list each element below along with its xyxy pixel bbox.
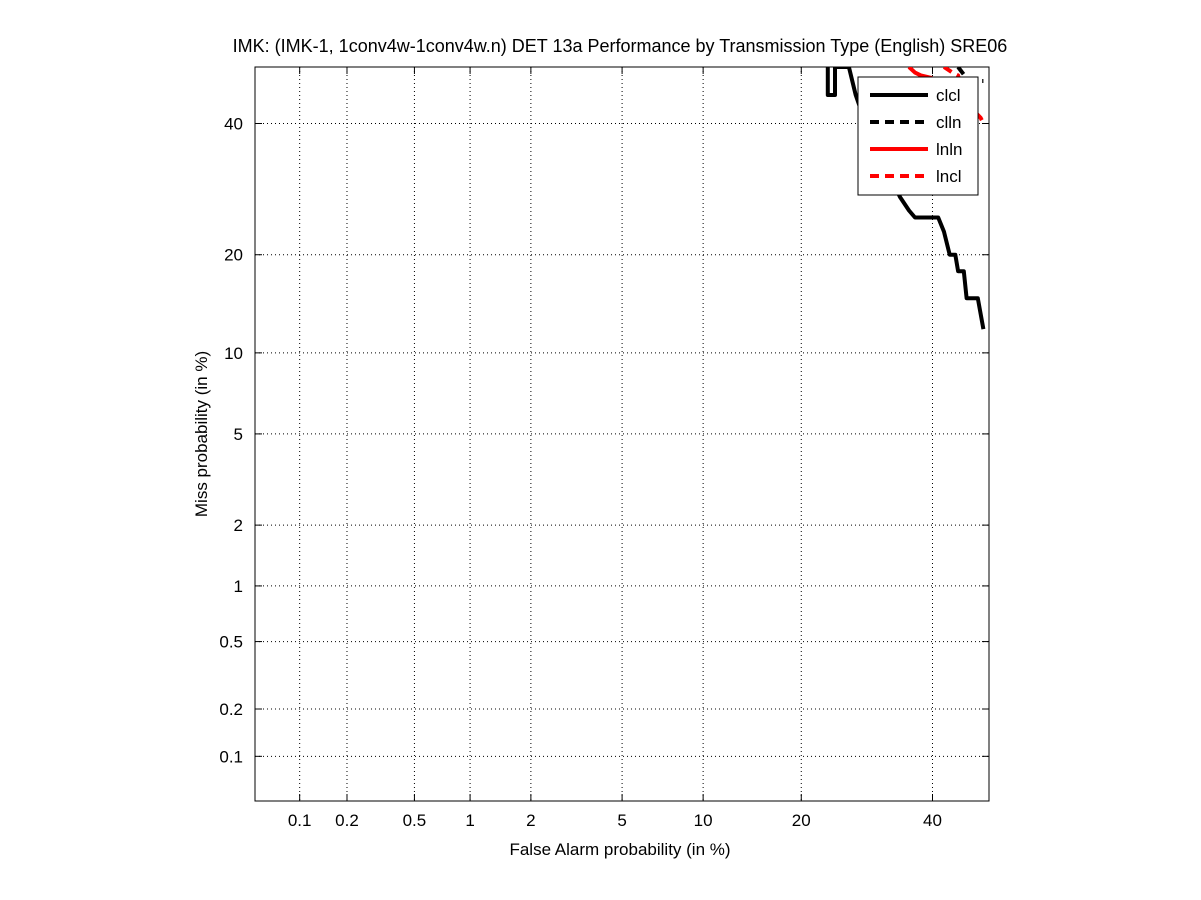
y-axis-label: Miss probability (in %): [192, 351, 211, 517]
legend-label-lnln: lnln: [936, 140, 962, 159]
x-tick-label: 0.5: [403, 811, 427, 830]
x-tick-label: 1: [465, 811, 474, 830]
x-tick-label: 40: [923, 811, 942, 830]
chart-title: IMK: (IMK-1, 1conv4w-1conv4w.n) DET 13a …: [233, 36, 1008, 56]
legend-label-lncl: lncl: [936, 167, 962, 186]
y-tick-label: 2: [234, 516, 243, 535]
y-tick-label: 10: [224, 344, 243, 363]
y-tick-label: 1: [234, 577, 243, 596]
y-tick-label: 0.2: [219, 700, 243, 719]
x-axis-label: False Alarm probability (in %): [509, 840, 730, 859]
x-tick-label: 10: [694, 811, 713, 830]
x-tick-label: 0.2: [335, 811, 359, 830]
x-tick-label: 0.1: [288, 811, 312, 830]
y-tick-label: 40: [224, 115, 243, 134]
legend-label-clcl: clcl: [936, 86, 961, 105]
axis-ticks: 0.1 0.2 0.5 1 2 5 10 20 40 0.1 0.2 0.5 1 2 5 10 20 40: [219, 67, 989, 830]
x-tick-label: 20: [792, 811, 811, 830]
y-tick-label: 5: [234, 425, 243, 444]
y-tick-label: 20: [224, 246, 243, 265]
y-tick-label: 0.1: [219, 747, 243, 766]
y-tick-label: 0.5: [219, 633, 243, 652]
series-line-clcl: [825, 67, 986, 330]
x-tick-label: 2: [526, 811, 535, 830]
legend: clcl clln lnln lncl: [857, 76, 979, 196]
legend-label-clln: clln: [936, 113, 962, 132]
x-tick-label: 5: [617, 811, 626, 830]
